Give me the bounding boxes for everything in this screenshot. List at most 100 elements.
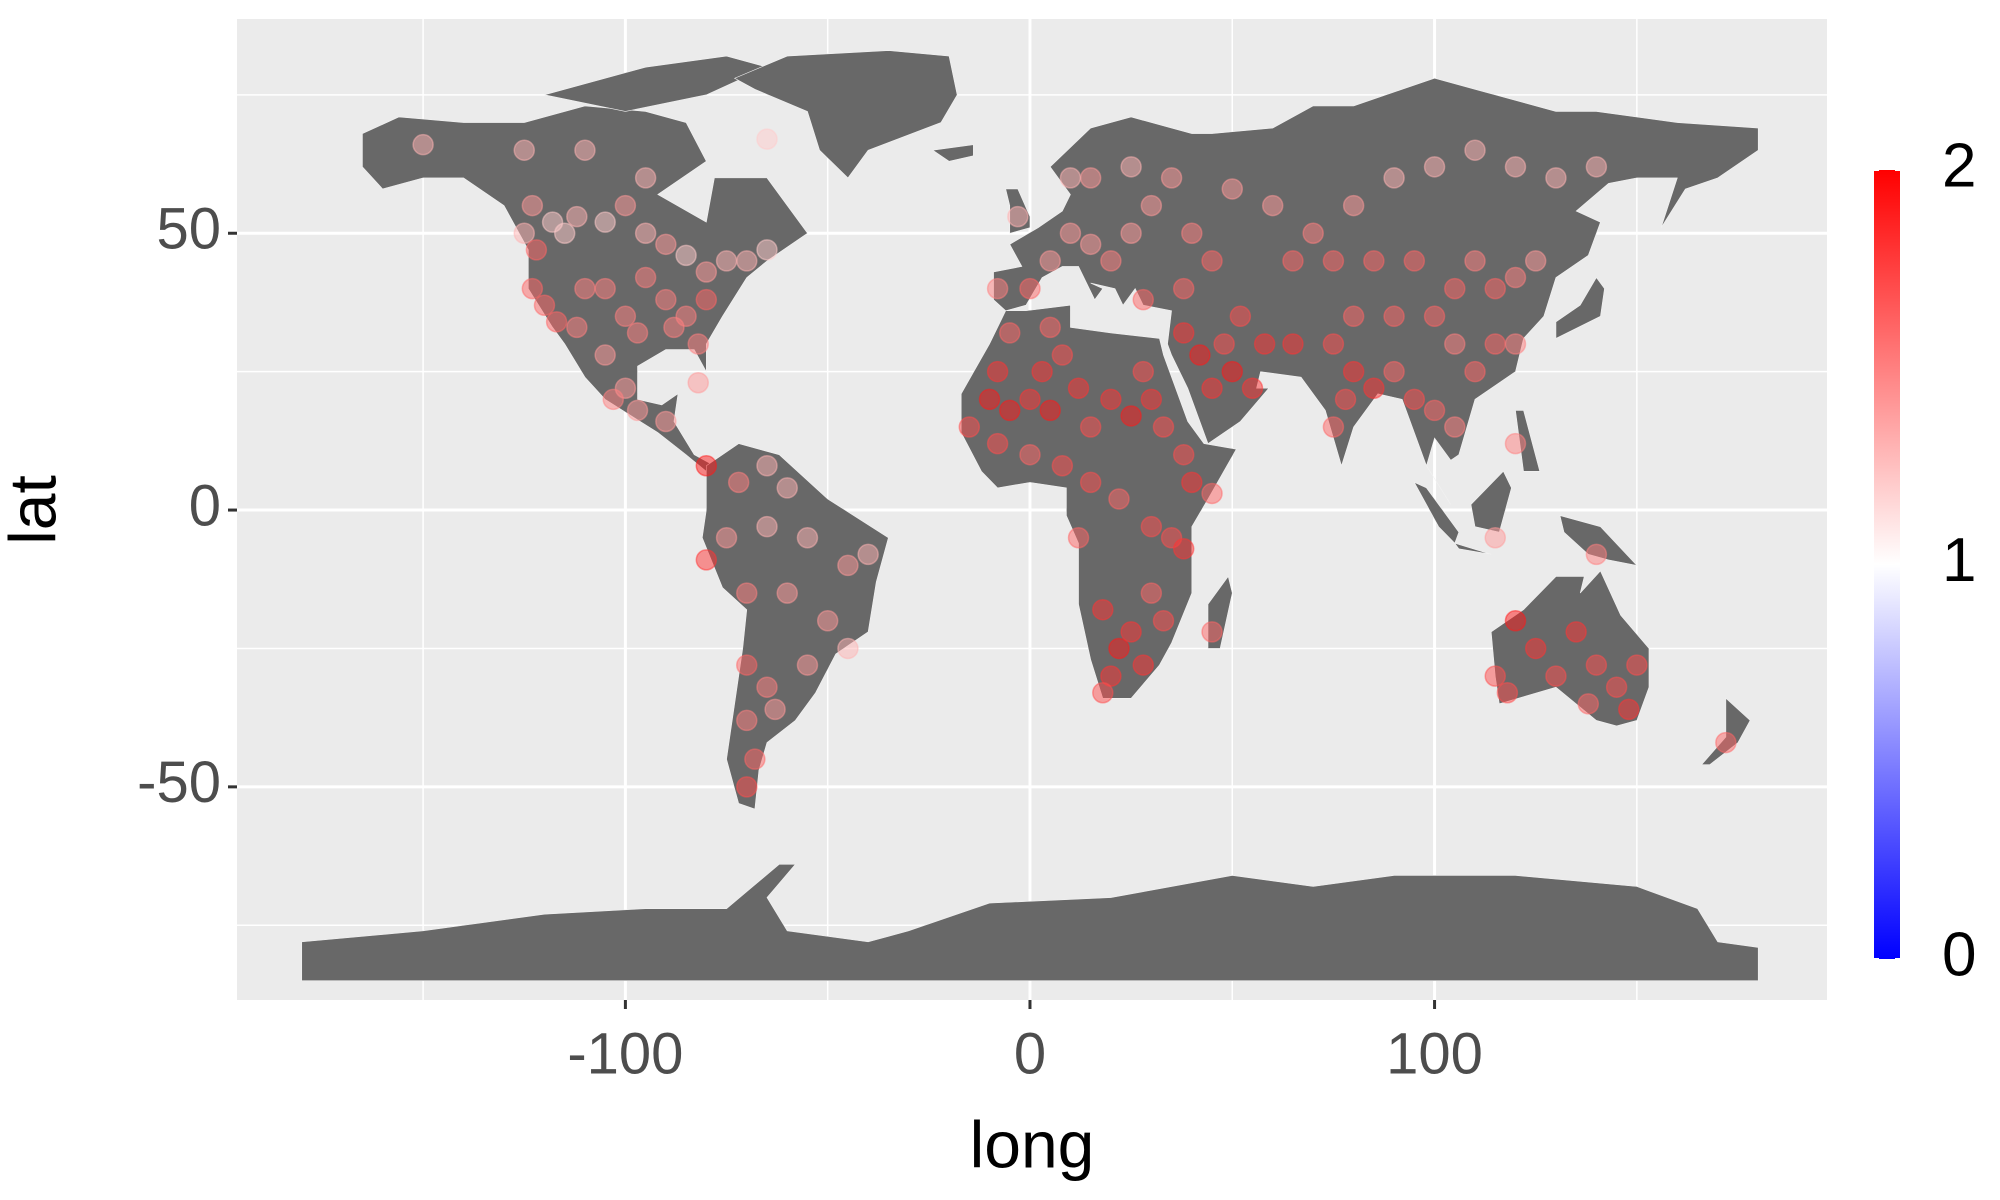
point bbox=[1120, 156, 1142, 178]
point bbox=[1715, 731, 1737, 754]
point bbox=[695, 455, 718, 477]
point bbox=[1504, 432, 1527, 455]
point bbox=[594, 344, 616, 366]
point bbox=[1100, 388, 1122, 411]
x-tick-label: 100 bbox=[1386, 1021, 1483, 1086]
y-tick-label: -50 bbox=[137, 750, 221, 815]
point bbox=[756, 515, 778, 538]
point bbox=[1504, 333, 1527, 355]
point bbox=[1201, 250, 1223, 272]
point bbox=[1524, 250, 1547, 272]
point bbox=[816, 610, 839, 632]
y-tick-label: 50 bbox=[156, 197, 221, 262]
x-tick-label: 0 bbox=[1014, 1021, 1046, 1086]
point bbox=[655, 288, 677, 311]
point bbox=[1172, 538, 1195, 560]
point bbox=[1504, 156, 1527, 178]
borneo bbox=[1471, 471, 1511, 532]
antarctica bbox=[302, 864, 1758, 980]
point bbox=[1152, 610, 1175, 632]
point bbox=[1322, 333, 1345, 355]
point bbox=[756, 455, 778, 477]
point bbox=[1241, 377, 1264, 400]
point bbox=[1585, 654, 1608, 676]
point bbox=[614, 305, 637, 328]
point bbox=[998, 399, 1021, 422]
point bbox=[958, 416, 981, 438]
map-clip bbox=[302, 51, 1758, 981]
point bbox=[1322, 250, 1345, 272]
new-guinea bbox=[1560, 516, 1637, 566]
point bbox=[1342, 305, 1365, 328]
point bbox=[1423, 156, 1446, 178]
point bbox=[602, 388, 625, 411]
point bbox=[1201, 621, 1223, 643]
point bbox=[521, 194, 544, 217]
point bbox=[1092, 598, 1114, 621]
point bbox=[727, 471, 750, 494]
point bbox=[594, 211, 616, 233]
point bbox=[1363, 377, 1385, 400]
point bbox=[634, 222, 657, 244]
point bbox=[1140, 515, 1163, 538]
point bbox=[1423, 399, 1446, 422]
point bbox=[1342, 194, 1365, 217]
point bbox=[412, 133, 434, 156]
point bbox=[695, 261, 718, 283]
point bbox=[1100, 250, 1122, 272]
point bbox=[626, 399, 649, 422]
point bbox=[513, 222, 536, 244]
point bbox=[1484, 526, 1506, 549]
point bbox=[1484, 665, 1506, 687]
point bbox=[1585, 543, 1608, 566]
y-tick-label: 0 bbox=[189, 473, 221, 538]
point bbox=[1605, 676, 1628, 698]
point bbox=[1079, 471, 1102, 494]
point bbox=[1524, 637, 1547, 660]
point bbox=[796, 654, 819, 676]
point bbox=[1039, 316, 1061, 339]
point bbox=[1282, 333, 1304, 355]
point bbox=[744, 748, 766, 770]
point bbox=[796, 526, 819, 549]
point bbox=[1545, 665, 1567, 687]
point bbox=[566, 316, 588, 339]
point bbox=[1108, 637, 1130, 660]
point bbox=[715, 250, 738, 272]
point bbox=[521, 277, 544, 300]
point bbox=[1484, 277, 1506, 300]
point bbox=[634, 167, 657, 189]
point bbox=[1172, 443, 1195, 466]
point bbox=[614, 194, 637, 217]
iceland bbox=[933, 145, 973, 162]
point bbox=[1423, 305, 1446, 328]
greenland bbox=[735, 51, 958, 178]
point bbox=[1383, 305, 1405, 328]
point bbox=[655, 233, 677, 256]
point bbox=[736, 582, 758, 604]
points bbox=[412, 128, 1737, 798]
point bbox=[1120, 405, 1142, 427]
point bbox=[1152, 416, 1175, 438]
point bbox=[655, 410, 677, 433]
colorbar-label: 2 bbox=[1942, 131, 1976, 200]
point bbox=[1282, 250, 1304, 272]
point bbox=[1051, 344, 1074, 366]
point bbox=[1444, 333, 1466, 355]
point bbox=[1545, 167, 1567, 189]
point bbox=[857, 543, 879, 566]
point bbox=[1140, 582, 1163, 604]
java bbox=[1455, 543, 1491, 554]
point bbox=[687, 333, 709, 355]
point bbox=[986, 277, 1009, 300]
point bbox=[1132, 360, 1155, 383]
point bbox=[756, 676, 778, 698]
point bbox=[1092, 681, 1114, 704]
point bbox=[1403, 250, 1426, 272]
point bbox=[1334, 388, 1357, 411]
point bbox=[1140, 194, 1163, 217]
point bbox=[574, 277, 596, 300]
point bbox=[1059, 167, 1082, 189]
